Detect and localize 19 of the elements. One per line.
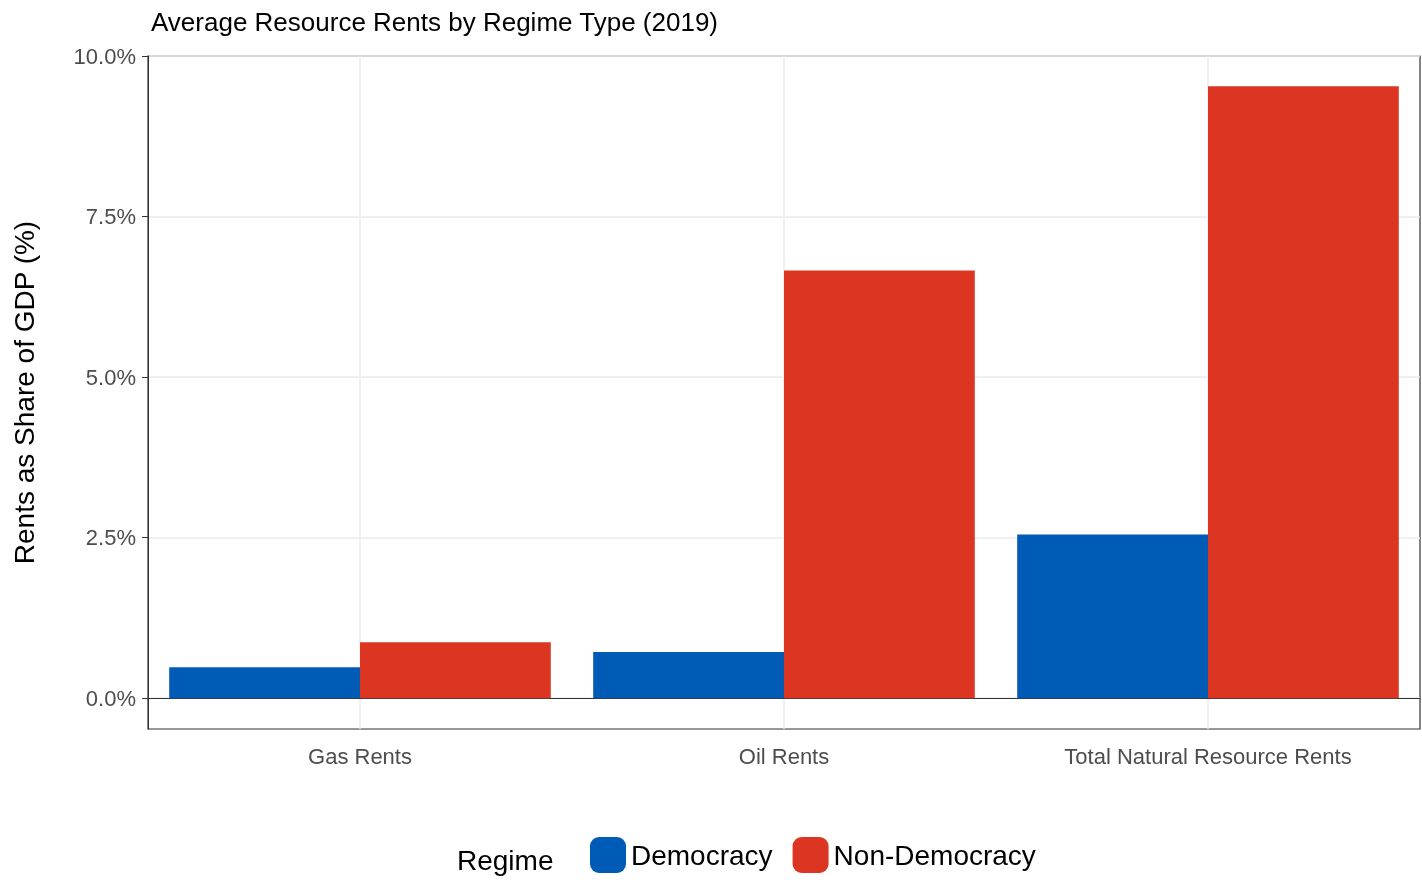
y-tick-label: 10.0% (73, 43, 136, 69)
x-tick-label: Gas Rents (308, 743, 412, 769)
legend-label: Democracy (631, 839, 773, 871)
bar (593, 651, 784, 699)
bar (360, 642, 551, 699)
bar (169, 667, 360, 699)
x-tick-label: Oil Rents (738, 743, 830, 769)
x-tick-label: Total Natural Resource Rents (1064, 743, 1352, 769)
y-tick-label: 2.5% (85, 525, 136, 551)
chart-title: Average Resource Rents by Regime Type (2019) (151, 7, 719, 37)
y-tick-label: 5.0% (85, 364, 136, 390)
bar (1017, 534, 1208, 699)
bar (1208, 86, 1399, 699)
legend-label: Non-Democracy (833, 839, 1036, 871)
y-tick-label: 7.5% (85, 204, 136, 230)
y-tick-label: 0.0% (85, 685, 136, 711)
legend-title: Regime (457, 844, 554, 876)
y-axis-title: Rents as Share of GDP (%) (8, 220, 40, 565)
bar (784, 270, 975, 699)
